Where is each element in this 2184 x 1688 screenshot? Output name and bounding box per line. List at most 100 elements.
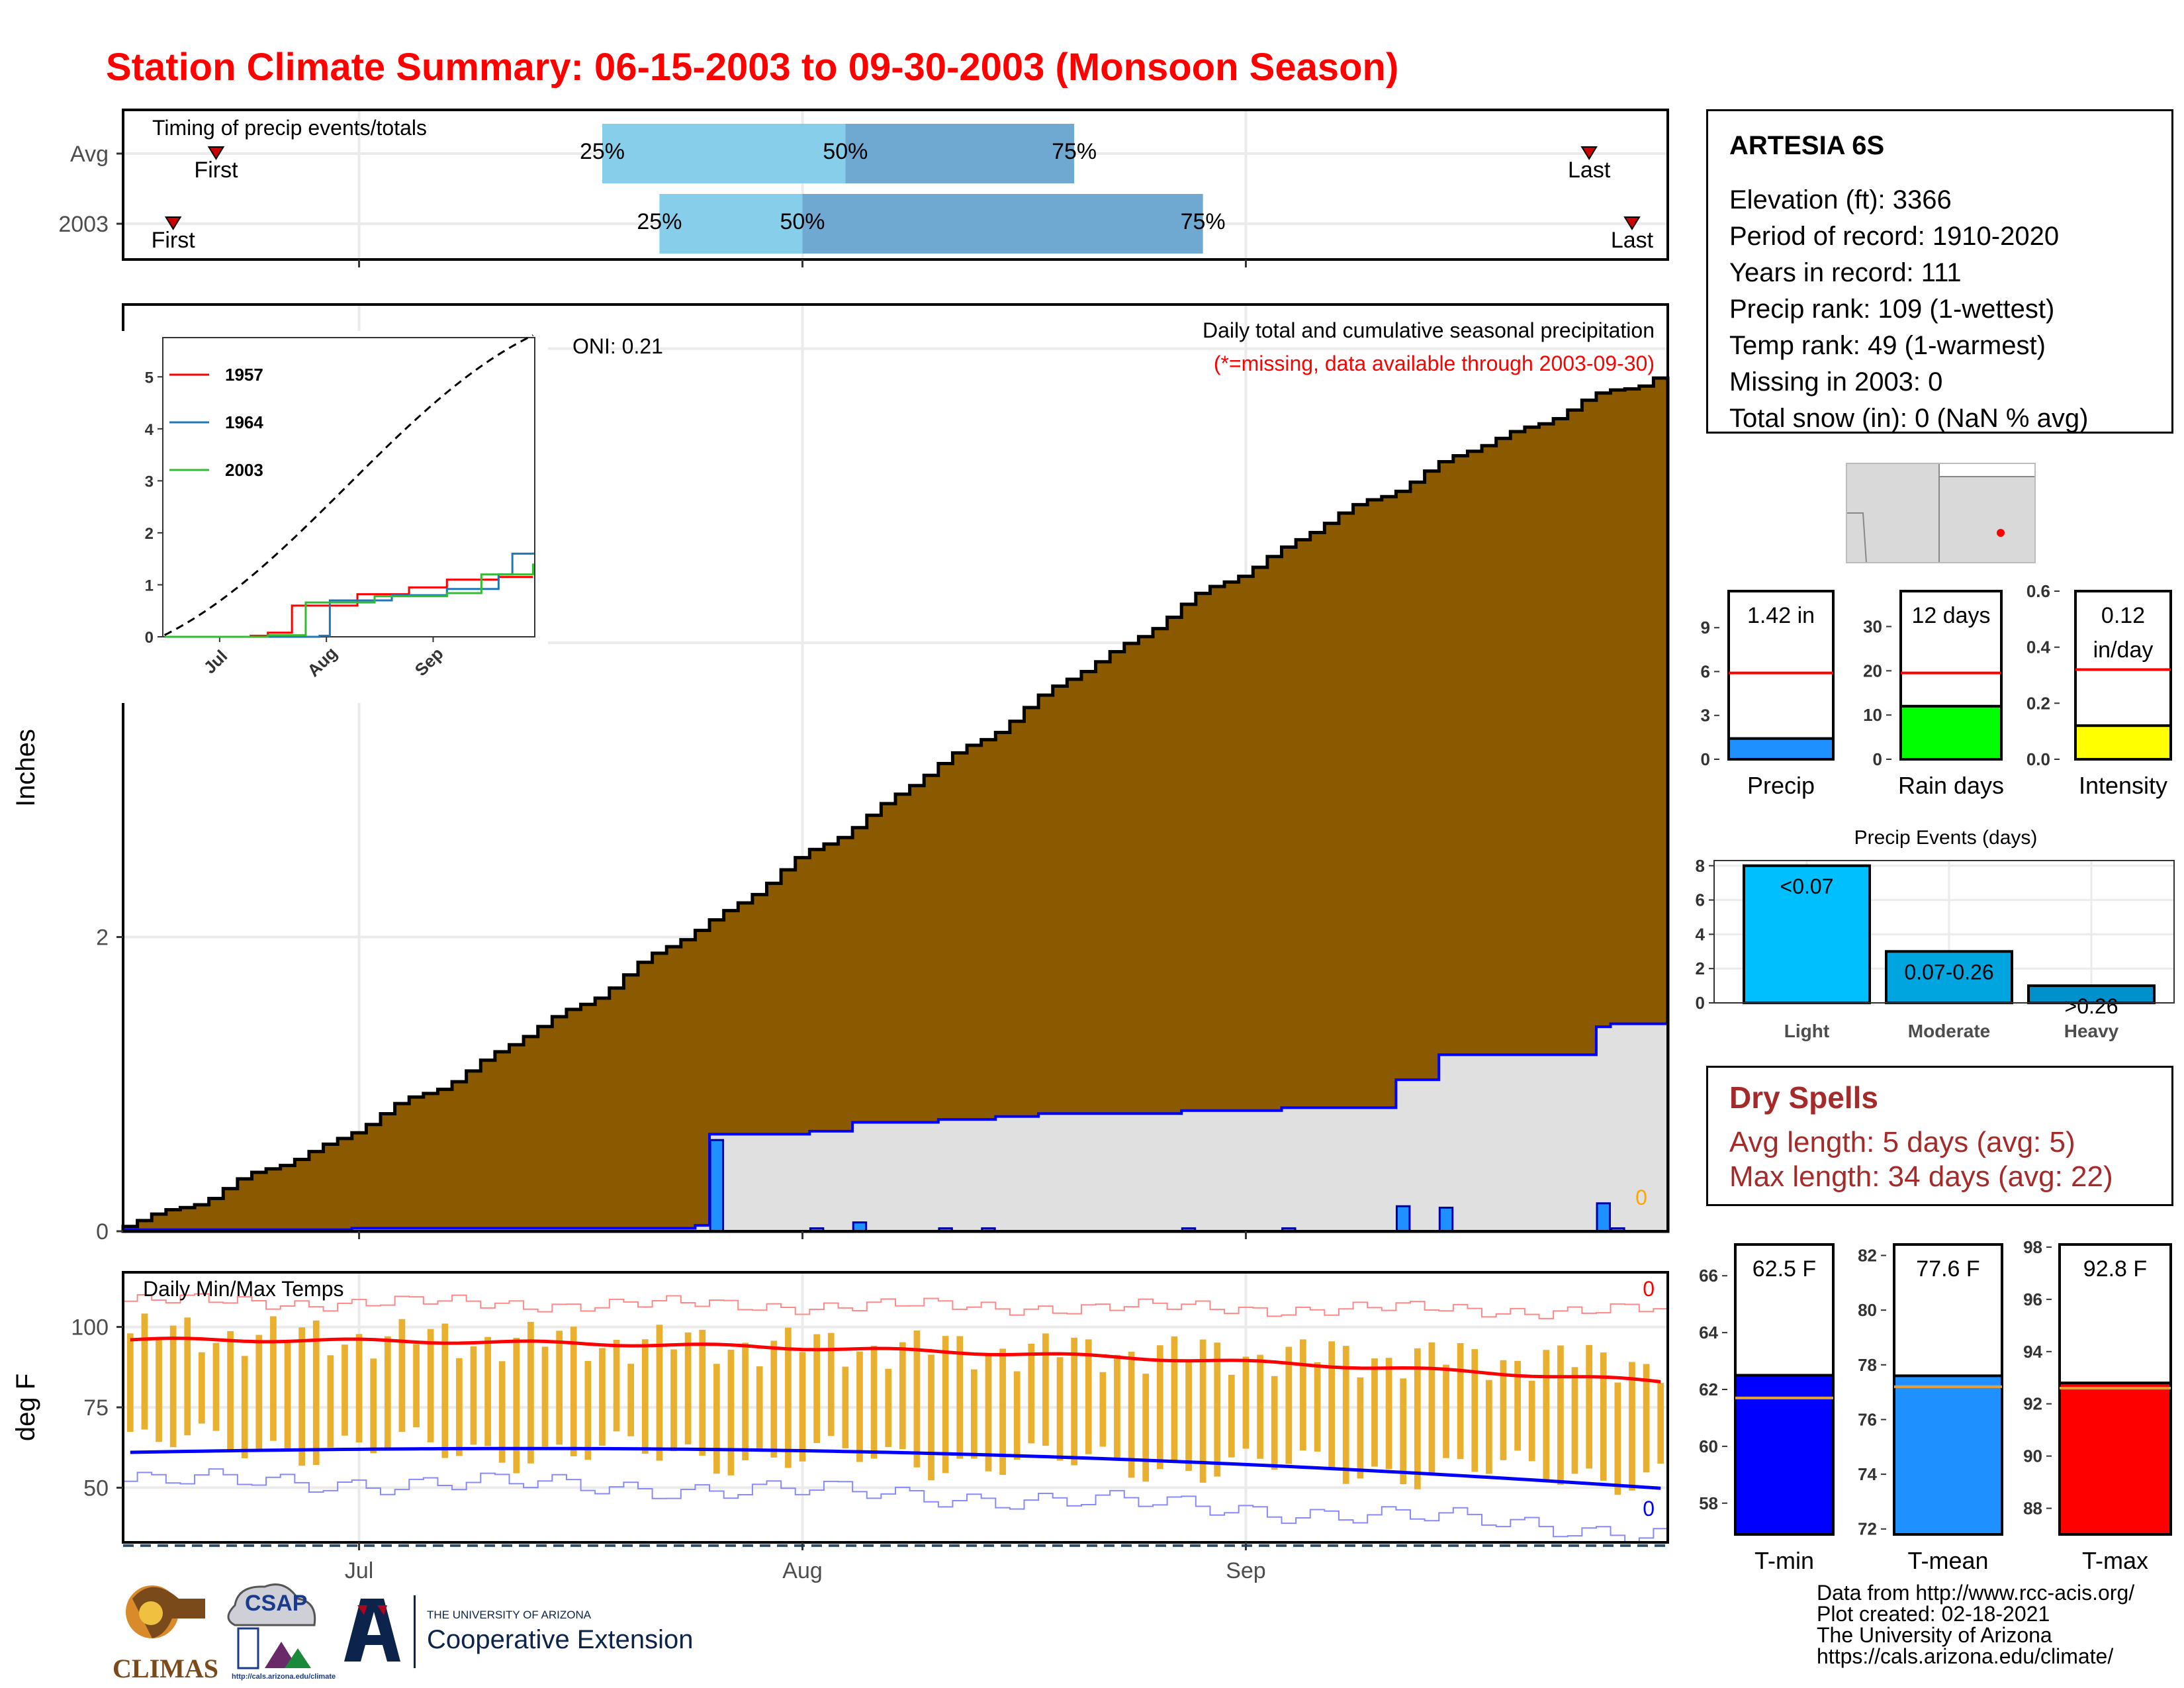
station-name: ARTESIA 6S: [1729, 131, 1885, 160]
daily-temp-bar: [570, 1327, 577, 1457]
temp-tmean-panel-y-tick-label: 78: [1858, 1355, 1877, 1375]
daily-temp-bar: [156, 1338, 162, 1442]
daily-temp-bar: [641, 1339, 649, 1454]
daily-temp-bar: [1557, 1345, 1564, 1485]
precip-events-title: Precip Events (days): [1854, 827, 2038, 849]
daily-temp-bar: [141, 1313, 148, 1430]
daily-temp-bar: [298, 1327, 306, 1466]
timing-row-label: 2003: [58, 212, 109, 237]
inset-legend-label: 1964: [225, 412, 263, 432]
inset-y-tick-label: 1: [145, 577, 154, 594]
cumulative-subtitle: (*=missing, data available through 2003-…: [1214, 352, 1655, 375]
precip-event-bar-label: <0.07: [1780, 874, 1834, 898]
daily-temp-bar: [470, 1346, 477, 1445]
timing-row-label: Avg: [70, 142, 109, 167]
inset-legend-label: 1957: [225, 365, 263, 385]
csap-logo-url: http://cals.arizona.edu/climate: [232, 1673, 336, 1681]
daily-temp-bar: [1457, 1343, 1464, 1460]
daily-temp-bar: [1643, 1364, 1650, 1473]
temp-tmax-panel-value-label: 92.8 F: [2083, 1256, 2147, 1282]
rain-days-panel-y-tick-label: 0: [1873, 749, 1882, 769]
daily-temp-bar: [1257, 1354, 1263, 1459]
temp-tmean-panel-value-label: 77.6 F: [1916, 1256, 1979, 1282]
daily-temp-bar: [1156, 1345, 1163, 1470]
daily-temp-bar: [212, 1342, 220, 1431]
daily-temp-bar: [1485, 1380, 1492, 1474]
daily-temp-bar: [1071, 1337, 1078, 1466]
daily-temp-bar: [427, 1329, 434, 1442]
intensity-panel-label: Intensity: [2079, 772, 2167, 799]
timing-last-marker: [1623, 216, 1641, 230]
daily-temp-bar: [1500, 1360, 1507, 1460]
daily-temp-bar: [1528, 1380, 1535, 1462]
daily-temp-bar: [742, 1342, 749, 1460]
daily-temp-bar: [1400, 1378, 1407, 1485]
precip-events-y-tick-label: 0: [1696, 993, 1705, 1013]
temp-tmin-panel-value-label: 62.5 F: [1752, 1256, 1816, 1282]
daily-temp-bar: [1571, 1367, 1578, 1474]
x-axis-month-label: Jul: [345, 1558, 373, 1583]
daily-temp-bar: [827, 1333, 835, 1436]
daily-temp-bar: [856, 1351, 863, 1462]
inset-y-tick-label: 0: [145, 629, 154, 647]
daily-temp-bar: [1443, 1364, 1449, 1458]
daily-temp-bar: [1543, 1350, 1550, 1480]
temps-y-tick-label: 50: [83, 1476, 109, 1501]
station-info-line: Missing in 2003: 0: [1729, 367, 1943, 397]
intensity-panel-y-tick-label: 0.0: [2026, 749, 2050, 769]
timing-q25-label: 25%: [580, 139, 625, 164]
location-map: [1846, 463, 2036, 563]
timing-q50-q75-bar: [802, 194, 1203, 254]
temps-missing-max: 0: [1643, 1277, 1655, 1301]
daily-temp-bar: [928, 1354, 934, 1481]
climas-logo: [126, 1585, 205, 1638]
daily-temp-bar: [527, 1321, 534, 1464]
inset-y-tick-label: 2: [145, 525, 154, 543]
daily-temp-bar: [455, 1358, 463, 1456]
daily-temp-bar: [1328, 1341, 1336, 1470]
temp-tmax-panel-y-tick-label: 96: [2023, 1289, 2042, 1309]
daily-temp-bar: [126, 1333, 134, 1432]
daily-temp-bar: [727, 1349, 735, 1476]
precip-event-category: Heavy: [2064, 1021, 2119, 1041]
daily-temp-bar: [1142, 1374, 1150, 1482]
timing-q25-label: 25%: [637, 209, 682, 234]
intensity-panel-y-tick-label: 0.6: [2026, 581, 2050, 601]
daily-temp-bar: [627, 1364, 635, 1436]
daily-temp-bar: [770, 1340, 778, 1458]
daily-temp-bar: [1199, 1339, 1206, 1483]
ua-logo-line2: Cooperative Extension: [427, 1625, 694, 1654]
precip-event-category: Light: [1784, 1021, 1829, 1041]
daily-temp-bar: [599, 1348, 606, 1446]
climas-logo-text: CLIMAS: [113, 1654, 219, 1683]
precip-event-category: Moderate: [1908, 1021, 1990, 1041]
daily-temp-bar: [441, 1323, 449, 1458]
daily-temp-bar: [970, 1369, 978, 1459]
map-frame: [1846, 463, 2036, 563]
logo-strip: CLIMAS CSAP http://cals.arizona.edu/clim…: [106, 1579, 741, 1685]
csap-logo-text: CSAP: [245, 1591, 308, 1616]
daily-temp-bar: [799, 1352, 806, 1462]
daily-temp-bar: [1242, 1356, 1250, 1449]
timing-q50-label: 50%: [780, 209, 825, 234]
rain-days-panel-value-bar: [1899, 704, 2003, 761]
daily-temp-bar: [1385, 1358, 1392, 1470]
inset-avg-line: [163, 334, 534, 636]
precip-total-panel-y-tick-label: 3: [1701, 706, 1710, 726]
daily-temp-bar: [985, 1353, 992, 1472]
daily-temp-bar: [1371, 1358, 1378, 1467]
dry-spells-avg: Avg length: 5 days (avg: 5): [1729, 1126, 2075, 1158]
timing-q75-label: 75%: [1181, 209, 1226, 234]
precip-total-panel-y-tick-label: 9: [1701, 618, 1710, 637]
precip-event-bar-label: 0.07-0.26: [1904, 960, 1993, 984]
intensity-panel-value-label: in/day: [2093, 637, 2154, 663]
daily-temp-bar: [785, 1327, 792, 1468]
station-info-box: ARTESIA 6S Elevation (ft): 3366 Period o…: [1706, 109, 2173, 434]
temp-tmean-panel-label: T-mean: [1907, 1547, 1988, 1574]
temp-tmin-panel-y-tick-label: 60: [1699, 1436, 1718, 1456]
daily-temp-bar: [1271, 1376, 1278, 1470]
timing-q25-q50-bar: [602, 124, 846, 183]
intensity-panel-y-tick-label: 0.4: [2026, 637, 2051, 657]
daily-temp-bar: [1629, 1362, 1635, 1491]
map-state-shape: [1846, 463, 2036, 563]
